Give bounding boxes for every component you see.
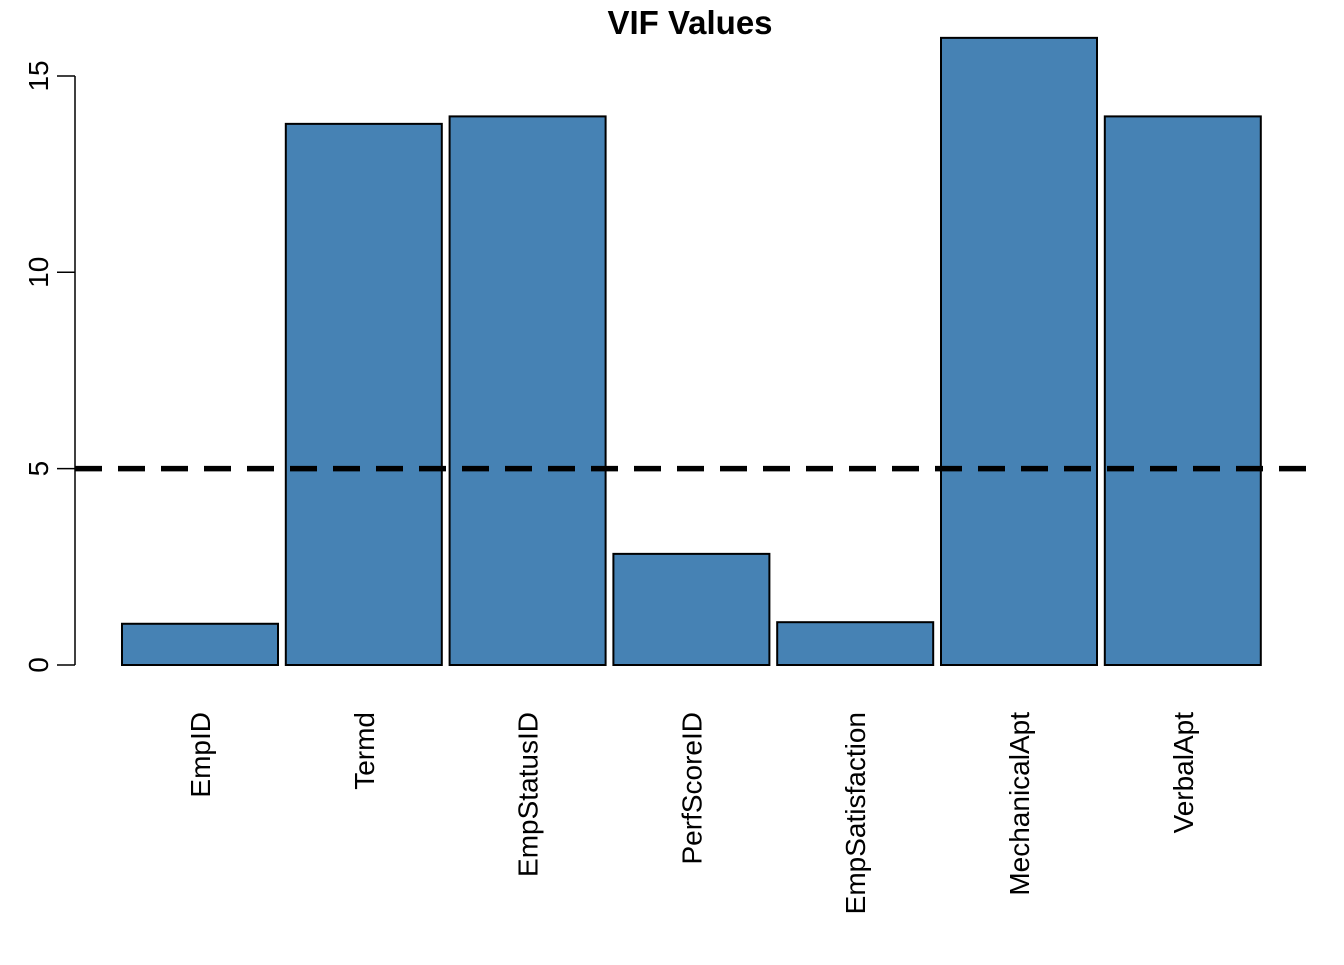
x-category-label: EmpID [185, 712, 216, 798]
x-category-label: VerbalApt [1168, 712, 1199, 834]
x-axis-labels: EmpID Termd EmpStatusID PerfScoreID EmpSatis… [185, 712, 1199, 915]
y-axis: 0 5 10 15 [23, 60, 76, 673]
bar [1103, 115, 1262, 667]
x-category-label: MechanicalApt [1004, 712, 1035, 896]
bar [284, 122, 443, 667]
bars [121, 36, 1262, 667]
x-category-label: EmpStatusID [513, 712, 544, 877]
y-tick-label: 5 [23, 461, 54, 477]
y-tick-label: 15 [23, 60, 54, 91]
y-tick-label: 10 [23, 257, 54, 288]
chart-title: VIF Values [607, 4, 772, 41]
x-category-label: EmpSatisfaction [840, 712, 871, 914]
y-tick-label: 0 [23, 657, 54, 673]
bar [448, 115, 607, 667]
bar [940, 36, 1098, 667]
bar [776, 621, 935, 666]
bar [612, 552, 771, 667]
x-category-label: PerfScoreID [676, 712, 707, 865]
x-category-label: Termd [349, 712, 380, 790]
bar [121, 622, 279, 666]
